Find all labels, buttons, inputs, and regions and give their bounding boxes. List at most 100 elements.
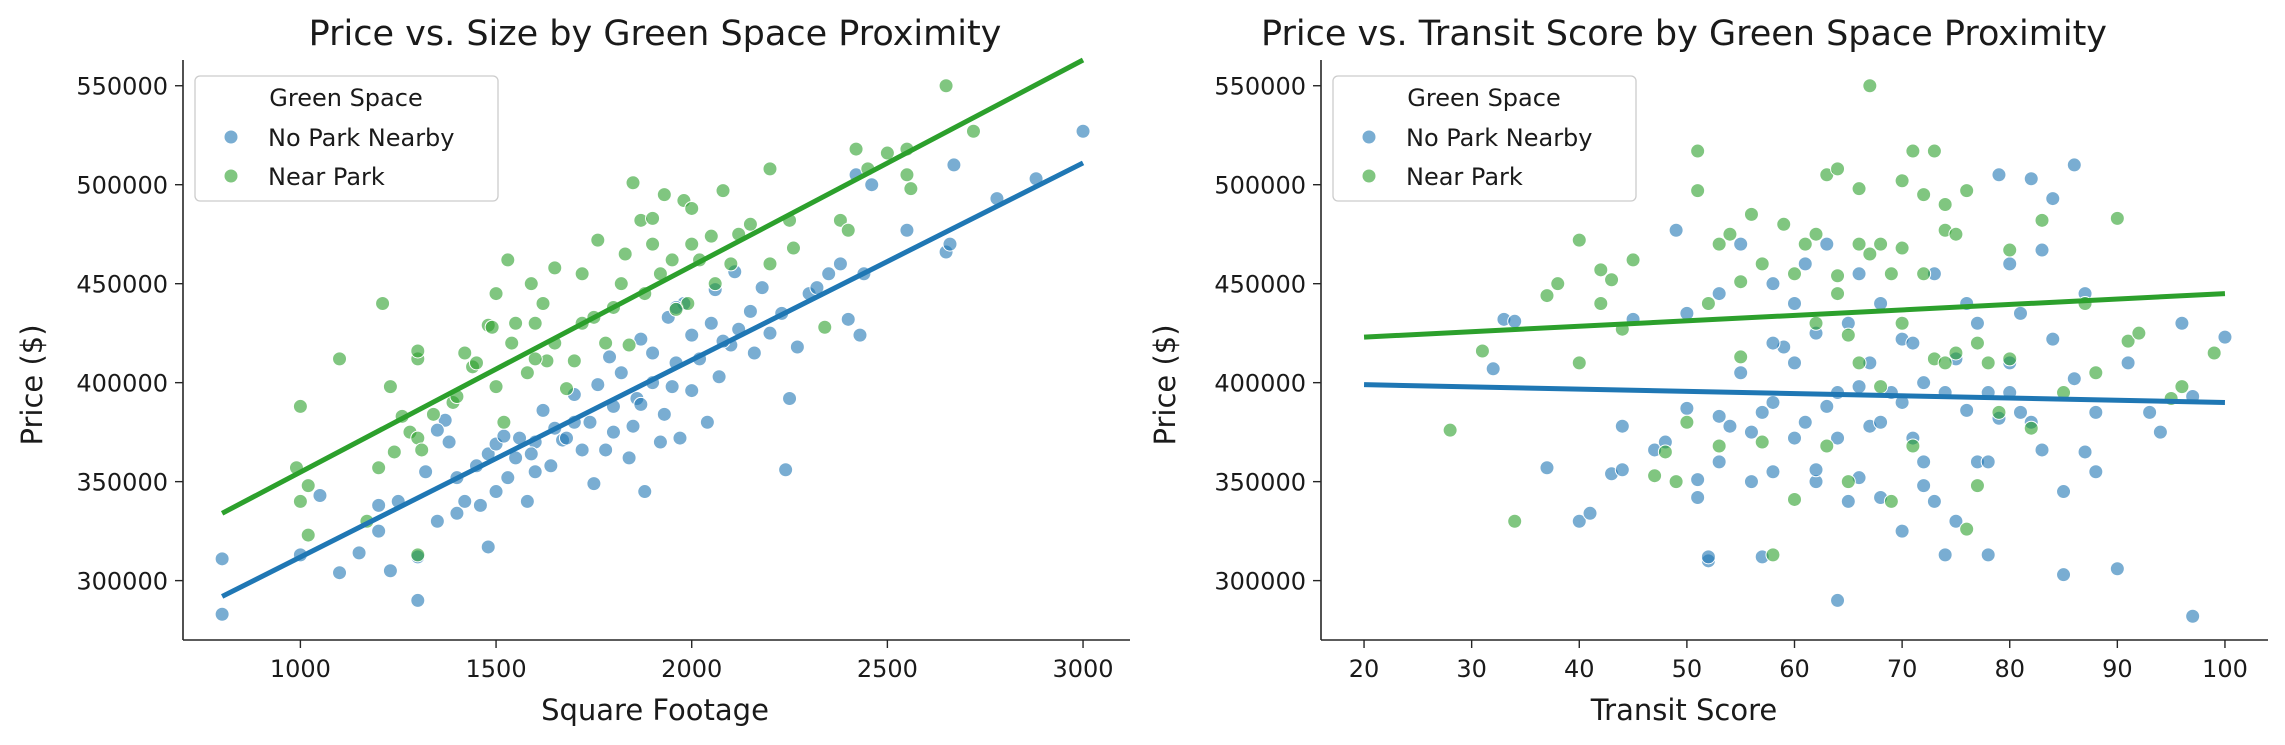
chart-left-point — [645, 210, 661, 226]
chart-right-point — [2023, 420, 2039, 436]
chart-right-legend-title: Green Space — [1407, 84, 1560, 112]
chart-right-point — [2056, 484, 2072, 500]
chart-right-point — [1571, 355, 1587, 371]
chart-right-point — [1894, 523, 1910, 539]
chart-right-point — [2109, 210, 2125, 226]
chart-right-point — [1937, 355, 1953, 371]
chart-left-point — [742, 303, 758, 319]
chart-right-point — [1959, 402, 1975, 418]
chart-left-point — [621, 450, 637, 466]
chart-left-point — [527, 351, 543, 367]
chart-left-point — [613, 276, 629, 292]
chart-left-point — [598, 442, 614, 458]
chart-left-point — [425, 406, 441, 422]
chart-left-point — [410, 592, 426, 608]
chart-left-point — [332, 351, 348, 367]
chart-left-point — [625, 418, 641, 434]
chart-right-point — [1883, 493, 1899, 509]
chart-right-point — [1851, 266, 1867, 282]
chart-left-point — [645, 345, 661, 361]
chart-left-point — [300, 527, 316, 543]
chart-right-point — [1830, 430, 1846, 446]
chart-left-point — [500, 470, 516, 486]
chart-left-point — [566, 353, 582, 369]
chart-right-point — [1700, 549, 1716, 565]
chart-right-x-tick-label: 30 — [1456, 655, 1487, 683]
chart-left-point — [547, 260, 563, 276]
chart-left-x-tick-label: 2000 — [661, 655, 722, 683]
chart-left-y-tick-label: 350000 — [76, 469, 168, 497]
chart-left-point — [500, 252, 516, 268]
chart-left-point — [480, 539, 496, 555]
chart-right-point — [1937, 197, 1953, 213]
chart-left-point — [785, 240, 801, 256]
chart-right-series-near-park — [1442, 78, 2222, 563]
chart-right-point — [1657, 444, 1673, 460]
chart-right-point — [1980, 355, 1996, 371]
chart-right-point — [1711, 438, 1727, 454]
chart-left-point — [817, 319, 833, 335]
chart-left-point — [879, 145, 895, 161]
chart-right-point — [1851, 236, 1867, 252]
chart-left-plot-area: 1000 1500 2000 2500 3000 300000 350000 400000 45… — [76, 57, 1130, 683]
chart-left-point — [617, 246, 633, 262]
chart-right-legend-label-no-park: No Park Nearby — [1406, 124, 1593, 152]
chart-right-point — [2185, 608, 2201, 624]
chart-left-point — [410, 343, 426, 359]
chart-left-title: Price vs. Size by Green Space Proximity — [309, 14, 1002, 54]
chart-right-point — [2066, 157, 2082, 173]
chart-left-legend-title: Green Space — [269, 84, 422, 112]
chart-right-point — [1765, 547, 1781, 563]
chart-right-point — [1679, 414, 1695, 430]
chart-left-point — [684, 236, 700, 252]
chart-left-point — [488, 379, 504, 395]
chart-left-point — [519, 365, 535, 381]
chart-right-point — [1442, 422, 1458, 438]
chart-right-point — [2002, 351, 2018, 367]
chart-left-y-tick-label: 300000 — [76, 568, 168, 596]
chart-left-point — [371, 460, 387, 476]
chart-right-point — [1733, 236, 1749, 252]
chart-left-legend-frame — [194, 75, 499, 202]
chart-left-point — [852, 327, 868, 343]
chart-left-point — [703, 228, 719, 244]
chart-right-point — [1743, 424, 1759, 440]
chart-left-x-tick-label: 2500 — [857, 655, 918, 683]
chart-right-point — [1711, 286, 1727, 302]
chart-right-point — [2142, 404, 2158, 420]
chart-left-point — [778, 462, 794, 478]
chart-left-point — [558, 381, 574, 397]
chart-left-point — [645, 236, 661, 252]
chart-right-point — [2034, 442, 2050, 458]
chart-left-point — [633, 331, 649, 347]
chart-left-trend-line-near-park — [220, 57, 1085, 516]
chart-left-legend-label-no-park: No Park Nearby — [268, 124, 455, 152]
chart-left-series-near-park — [288, 78, 981, 563]
chart-left-x-tick-label: 1500 — [466, 655, 527, 683]
chart-left-point — [746, 345, 762, 361]
chart-right-point — [1765, 335, 1781, 351]
chart-right-point — [1700, 295, 1716, 311]
chart-right-point — [1754, 256, 1770, 272]
chart-right-point — [1808, 462, 1824, 478]
chart-right-point — [1905, 143, 1921, 159]
chart-left-point — [637, 484, 653, 500]
chart-right-point — [1754, 404, 1770, 420]
chart-right-point — [1722, 418, 1738, 434]
chart-right-point — [1905, 335, 1921, 351]
chart-left-ylabel: Price ($) — [15, 324, 49, 445]
chart-right-legend-label-near-park: Near Park — [1406, 163, 1523, 191]
chart-right-point — [1862, 78, 1878, 94]
chart-right-point — [2120, 355, 2136, 371]
chart-right-point — [1743, 206, 1759, 222]
chart-right-y-tick-label: 400000 — [1214, 370, 1306, 398]
chart-left-point — [418, 464, 434, 480]
chart-right-point — [2217, 329, 2233, 345]
chart-left-point — [312, 487, 328, 503]
chart-right-point — [1711, 408, 1727, 424]
chart-right-point — [1937, 547, 1953, 563]
chart-right-trend-line-no-park — [1363, 382, 2226, 405]
chart-right-point — [1916, 454, 1932, 470]
chart-right-point — [1722, 226, 1738, 242]
chart-right-point — [1873, 236, 1889, 252]
